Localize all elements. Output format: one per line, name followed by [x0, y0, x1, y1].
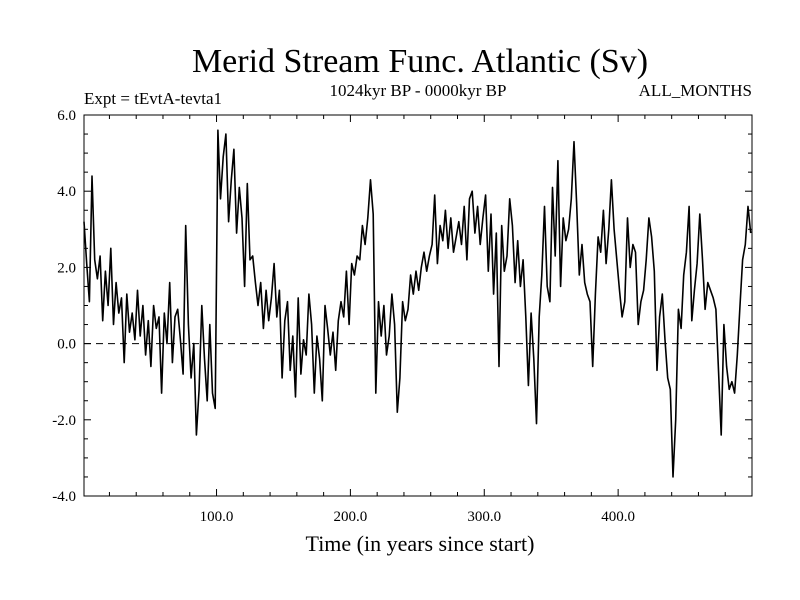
chart-subtitle-months: ALL_MONTHS — [639, 81, 752, 100]
y-tick-label: 2.0 — [57, 260, 76, 276]
x-tick-label: 300.0 — [467, 509, 501, 525]
chart-title: Merid Stream Func. Atlantic (Sv) — [192, 43, 648, 80]
x-tick-label: 200.0 — [334, 509, 368, 525]
y-tick-label: 0.0 — [57, 337, 76, 353]
series-line — [83, 129, 752, 478]
chart-subtitle-period: 1024kyr BP - 0000kyr BP — [330, 81, 507, 100]
x-axis-label: Time (in years since start) — [306, 531, 535, 556]
y-tick-label: 6.0 — [57, 108, 76, 124]
y-tick-label: -2.0 — [52, 413, 76, 429]
x-tick-label: 400.0 — [601, 509, 635, 525]
chart-subtitle-experiment: Expt = tEvtA-tevta1 — [84, 89, 222, 108]
y-tick-label: 4.0 — [57, 184, 76, 200]
y-tick-label: -4.0 — [52, 489, 76, 505]
axis-ticks — [84, 114, 753, 497]
x-tick-label: 100.0 — [200, 509, 234, 525]
axis-tick-labels: -4.0 -2.0 0.0 2.0 4.0 6.0 100.0 200.0 300.0 400.0 — [52, 108, 635, 525]
